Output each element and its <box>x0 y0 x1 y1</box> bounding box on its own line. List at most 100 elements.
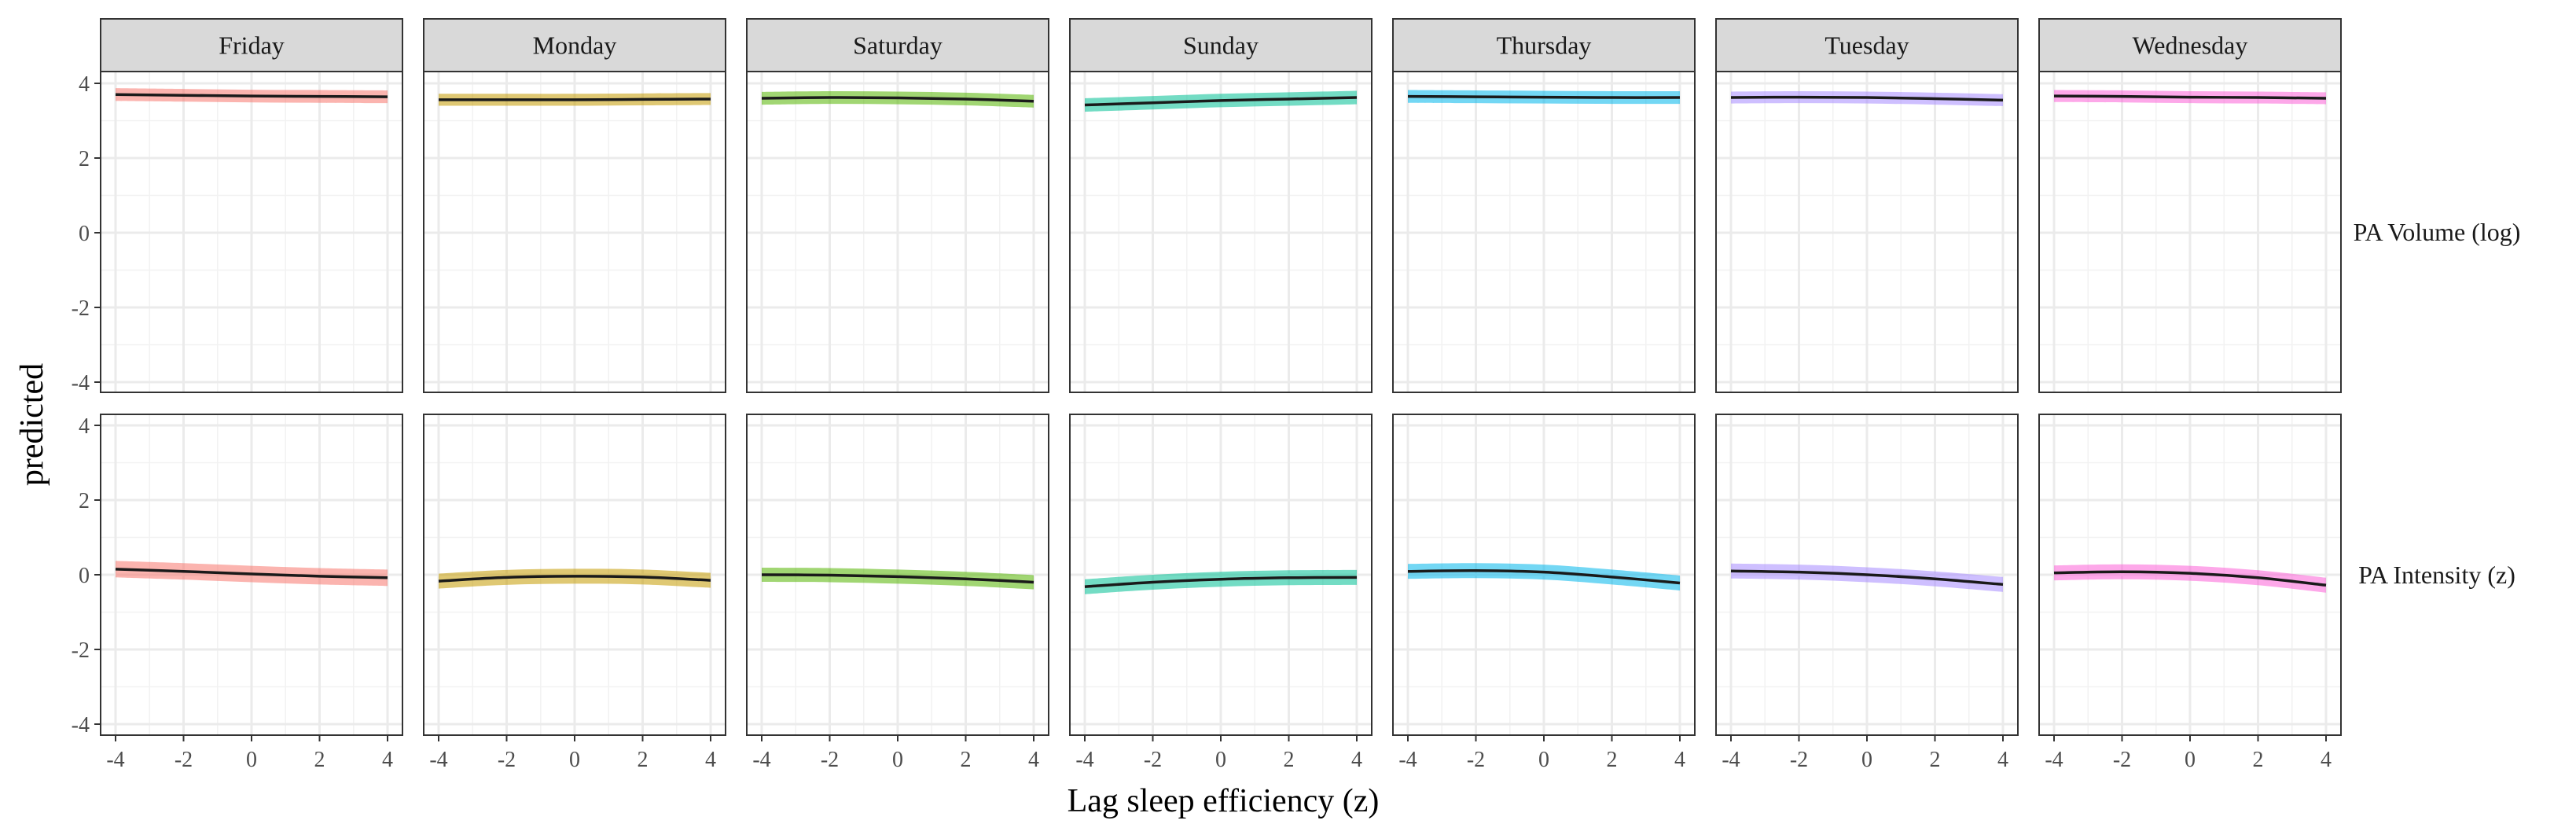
x-tick-label: 2 <box>2253 748 2264 772</box>
x-tick-label: 0 <box>1538 748 1549 772</box>
series-line <box>2053 570 2327 587</box>
series-line <box>438 97 711 101</box>
panel-wednesday-volume <box>2038 71 2342 393</box>
strip-label: Thursday <box>1497 31 1592 60</box>
strip-background <box>1715 18 2019 72</box>
series-line <box>1084 96 1358 107</box>
x-tick-label: -4 <box>429 748 447 772</box>
x-tick-label: -4 <box>1075 748 1093 772</box>
series-line <box>438 575 711 583</box>
panel-border <box>1069 71 1373 393</box>
y-tick-label: -4 <box>72 371 90 395</box>
row-strip-label: PA Intensity (z) <box>2358 561 2515 589</box>
series-line <box>115 568 388 579</box>
y-tick-label: 0 <box>79 222 90 246</box>
x-tick-label: 4 <box>1674 748 1685 772</box>
panel-grid <box>101 72 402 392</box>
x-tick-label: -2 <box>1790 748 1808 772</box>
row-strips: PA Volume (log) PA Intensity (z) <box>2354 218 2521 589</box>
x-tick-label: 2 <box>314 748 325 772</box>
series-line <box>1730 95 2004 102</box>
strip-label: Monday <box>533 31 617 60</box>
row-strip-label: PA Volume (log) <box>2354 218 2521 246</box>
strip-background <box>100 18 403 72</box>
panel-monday-volume <box>423 71 726 393</box>
series-line <box>761 573 1034 584</box>
confidence-band <box>762 90 1034 108</box>
strip-background <box>423 18 726 72</box>
series-line <box>1084 576 1358 588</box>
x-tick-label: -4 <box>752 748 770 772</box>
x-tick-label: 0 <box>2185 748 2196 772</box>
x-tick-label: 2 <box>1607 748 1618 772</box>
x-tick-label: 0 <box>569 748 580 772</box>
strip-background <box>1069 18 1373 72</box>
x-axis-ticks: -4 -2 0 2 4 -4 -2 0 2 4 -4 -2 0 2 4 -4 -2 0 2 4 -4 -2 0 2 4 -4 -2 0… <box>106 735 2332 772</box>
strip-sunday: Sunday <box>1069 18 1373 72</box>
y-tick-label: -2 <box>72 296 90 321</box>
x-tick-label: -2 <box>1467 748 1485 772</box>
panel-wednesday-intensity <box>2038 414 2342 736</box>
panel-friday-intensity <box>100 414 403 736</box>
x-tick-label: 4 <box>2321 748 2332 772</box>
panel-tuesday-volume <box>1715 71 2019 393</box>
series-line <box>761 96 1034 103</box>
strip-label: Tuesday <box>1825 31 1909 60</box>
panel-sunday-volume <box>1069 71 1373 393</box>
strip-friday: Friday <box>100 18 403 72</box>
x-tick-label: 4 <box>1997 748 2008 772</box>
series-line <box>115 93 388 98</box>
panel-grid <box>424 72 726 392</box>
panel-grid <box>1393 72 1695 392</box>
x-tick-label: -4 <box>106 748 124 772</box>
y-tick-label: 4 <box>79 72 90 97</box>
panel-border <box>423 71 726 393</box>
x-tick-label: 0 <box>1215 748 1226 772</box>
strip-background <box>746 18 1049 72</box>
strip-tuesday: Tuesday <box>1715 18 2019 72</box>
panel-grid <box>1070 72 1372 392</box>
x-tick-label: -2 <box>1144 748 1162 772</box>
confidence-band <box>1731 563 2003 592</box>
confidence-band <box>762 567 1034 590</box>
x-tick-label: -2 <box>498 748 516 772</box>
series-line <box>1730 569 2004 587</box>
x-tick-label: 2 <box>1930 748 1941 772</box>
strip-monday: Monday <box>423 18 726 72</box>
x-tick-label: 2 <box>1284 748 1295 772</box>
panel-border <box>1715 71 2019 393</box>
confidence-band <box>439 568 711 589</box>
x-tick-label: -2 <box>821 748 839 772</box>
strip-label: Saturday <box>853 31 943 60</box>
panel-border <box>746 71 1049 393</box>
strip-label: Sunday <box>1183 31 1259 60</box>
x-tick-label: -2 <box>2113 748 2131 772</box>
column-strips: Friday Monday Saturday Sunday Thursday Tuesda… <box>100 18 2342 72</box>
x-tick-label: -2 <box>175 748 193 772</box>
y-tick-label: 4 <box>79 414 90 439</box>
panel-monday-intensity <box>423 414 726 736</box>
x-tick-label: 4 <box>1028 748 1039 772</box>
panel-thursday-intensity <box>1392 414 1696 736</box>
chart-panels <box>100 71 2342 736</box>
strip-label: Wednesday <box>2133 31 2248 60</box>
x-tick-label: 2 <box>961 748 972 772</box>
x-axis-title: Lag sleep efficiency (z) <box>1068 783 1380 819</box>
panel-saturday-volume <box>746 71 1049 393</box>
panel-grid <box>747 72 1049 392</box>
strip-label: Friday <box>219 31 285 60</box>
panel-border <box>2038 71 2342 393</box>
panel-tuesday-intensity <box>1715 414 2019 736</box>
y-tick-label: 0 <box>79 564 90 588</box>
strip-wednesday: Wednesday <box>2038 18 2342 72</box>
y-axis-title: predicted <box>14 363 50 486</box>
panel-thursday-volume <box>1392 71 1696 393</box>
x-tick-label: 4 <box>1351 748 1362 772</box>
y-axis-ticks: -4 -2 0 2 4 -4 -2 0 2 4 <box>72 72 101 738</box>
panel-grid <box>1716 72 2018 392</box>
y-tick-label: -2 <box>72 638 90 663</box>
panel-friday-volume <box>100 71 403 393</box>
y-tick-label: 2 <box>79 489 90 513</box>
x-tick-label: 0 <box>1861 748 1872 772</box>
x-tick-label: -4 <box>1398 748 1417 772</box>
